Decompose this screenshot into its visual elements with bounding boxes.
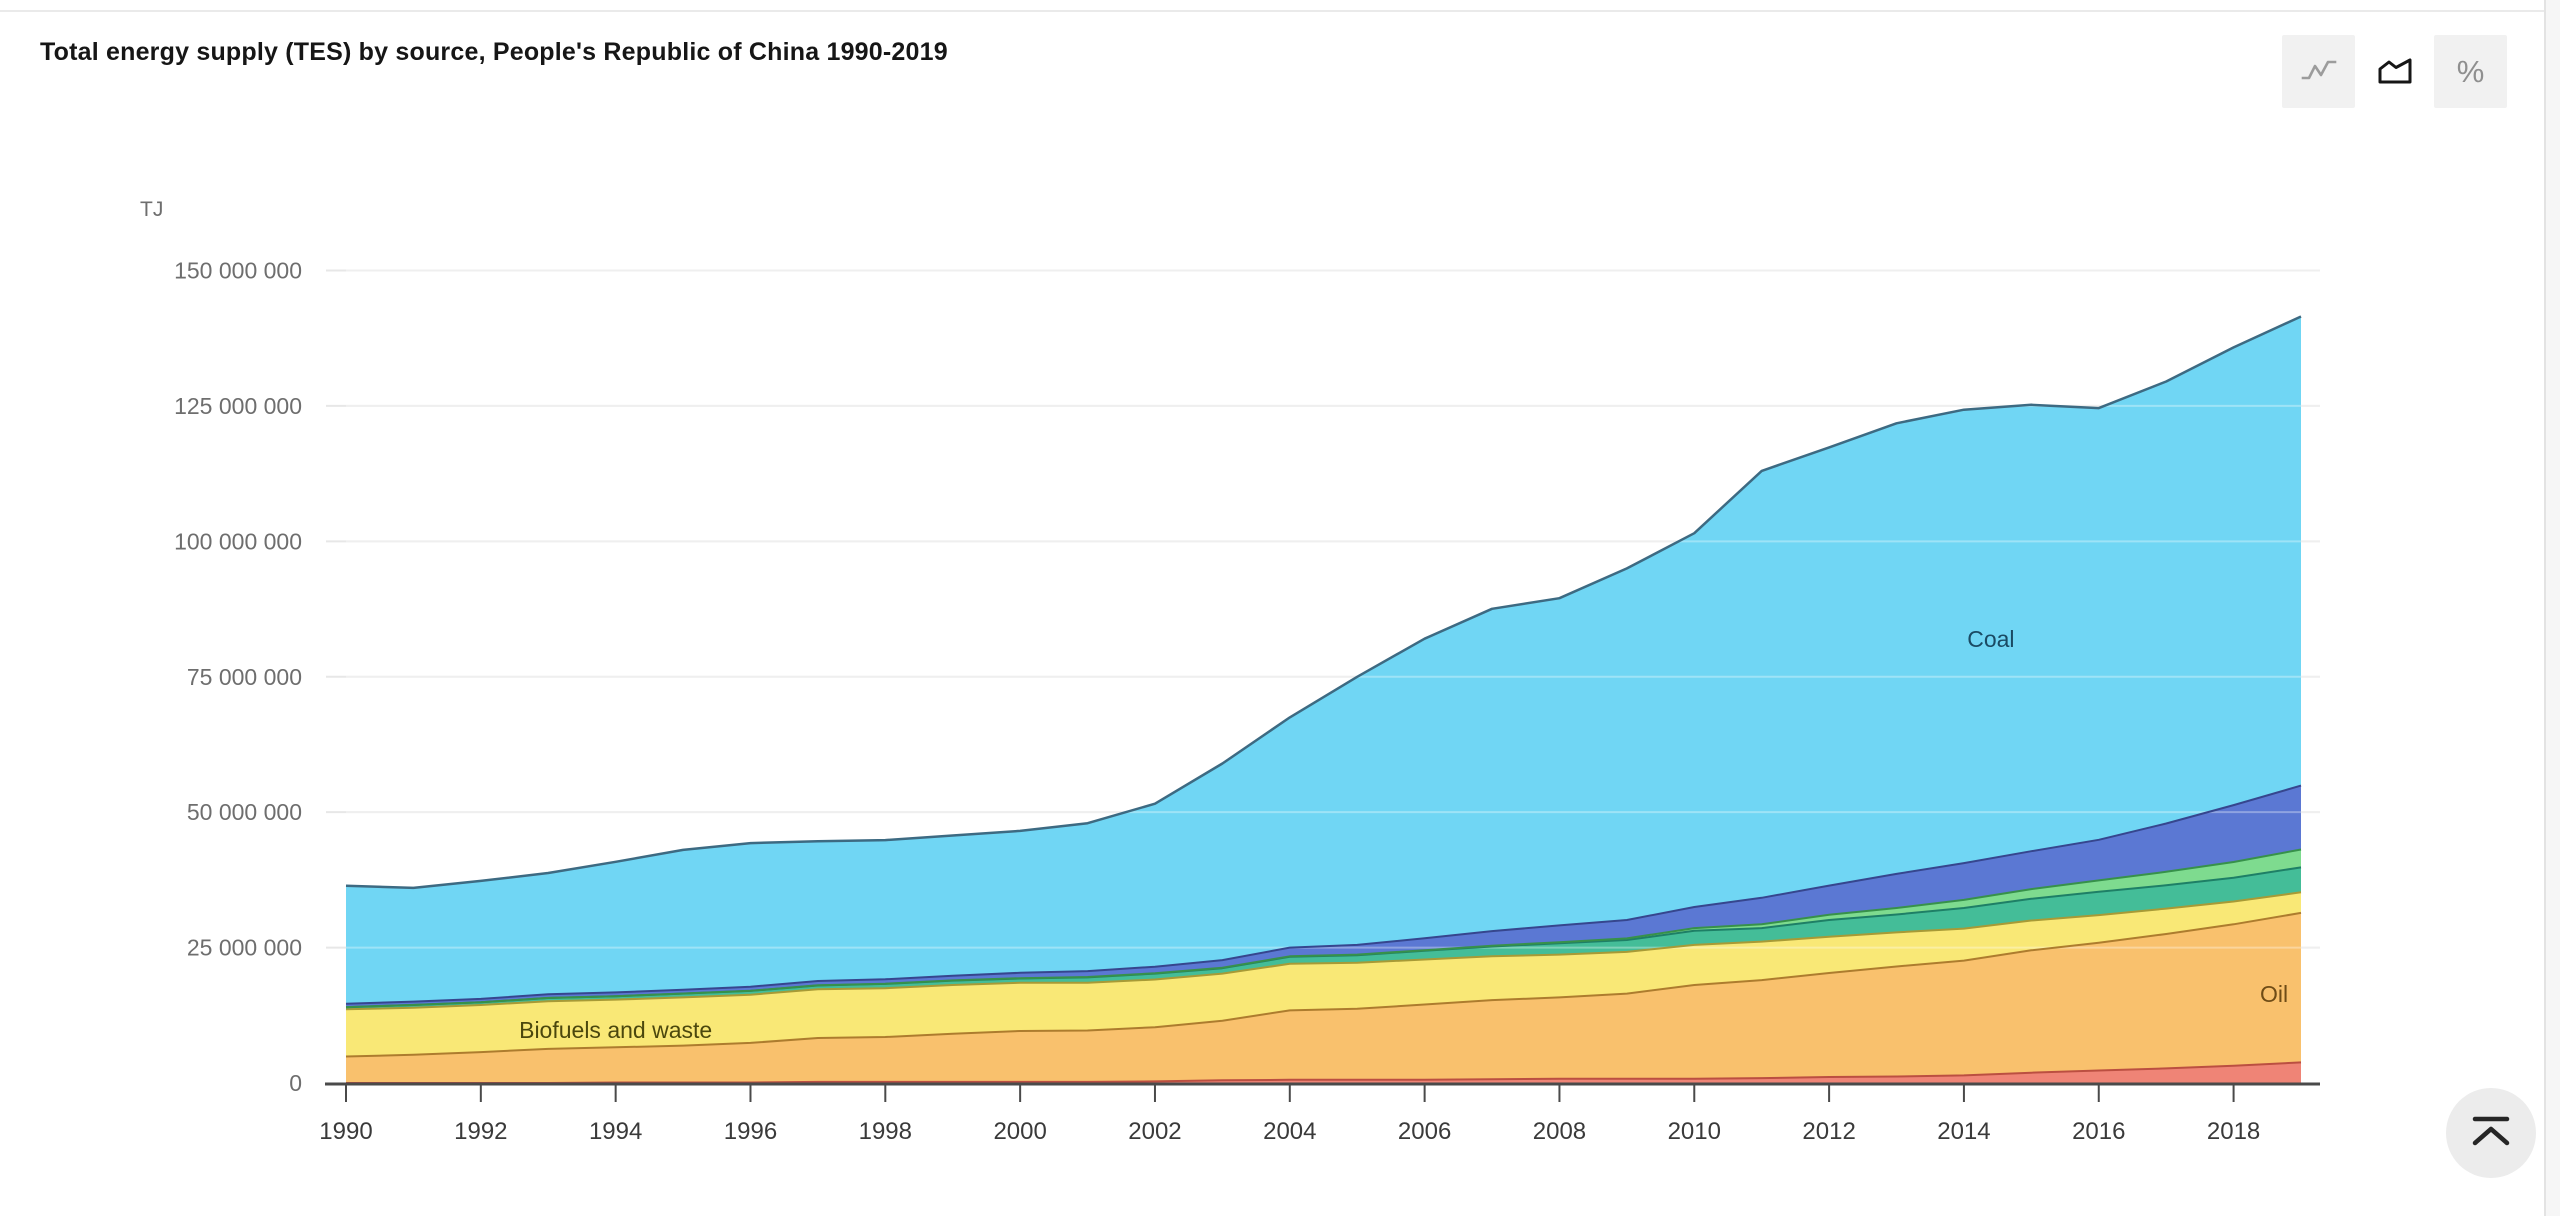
x-tick-label: 2000: [993, 1118, 1046, 1145]
x-tick-label: 2010: [1668, 1118, 1721, 1145]
x-tick-label: 2006: [1398, 1118, 1451, 1145]
area-labels: Coal Oil Biofuels and waste: [519, 626, 2288, 1043]
percent-icon: %: [2456, 53, 2485, 89]
y-tick-label: 75 000 000: [187, 664, 302, 690]
percent-toggle-button[interactable]: %: [2434, 35, 2507, 108]
outline-biofuels-and-waste: [345, 891, 2302, 1011]
series-outlines: [345, 315, 2302, 1084]
outline-oil: [345, 911, 2302, 1058]
area-chart-icon: [2378, 58, 2411, 83]
gridline-overlays: [346, 269, 2320, 949]
x-tick-label: 1996: [724, 1118, 777, 1145]
outline-coal: [345, 315, 2302, 890]
outline-natural-gas: [345, 784, 2302, 1005]
scroll-to-top-button[interactable]: [2446, 1088, 2536, 1178]
area-series: [346, 316, 2301, 1083]
area-biofuels-and-waste[interactable]: [346, 892, 2301, 1057]
x-tick-label: 2002: [1128, 1118, 1181, 1145]
area-oil[interactable]: [346, 912, 2301, 1083]
x-tick-label: 2016: [2072, 1118, 2125, 1145]
x-tick-label: 2004: [1263, 1118, 1316, 1145]
area-coal[interactable]: [346, 316, 2301, 1004]
x-tick-label: 2014: [1937, 1118, 1990, 1145]
area-label-coal: Coal: [1967, 626, 2014, 652]
y-tick-label: 125 000 000: [174, 393, 302, 419]
y-tick-label: 50 000 000: [187, 799, 302, 825]
y-tick-label: 0: [289, 1070, 302, 1096]
x-tick-label: 1994: [589, 1118, 642, 1145]
page-top-border: [0, 10, 2560, 12]
area-natural-gas[interactable]: [346, 785, 2301, 1008]
y-tick-label: 150 000 000: [174, 258, 302, 284]
area-chart-toggle-button[interactable]: [2358, 35, 2431, 108]
area-label-biofuels-and-waste: Biofuels and waste: [519, 1017, 712, 1043]
x-tick-label: 2012: [1802, 1118, 1855, 1145]
line-chart-toggle-button[interactable]: [2282, 35, 2355, 108]
outline-wind-solar-etc: [345, 848, 2302, 1009]
x-tick-label: 1998: [859, 1118, 912, 1145]
collapse-to-top-icon: [2472, 1116, 2510, 1146]
y-tick-label: 25 000 000: [187, 935, 302, 961]
y-axis: 0 25 000 000 50 000 000 75 000 000 100 000 0…: [140, 198, 302, 1096]
x-tick-label: 1990: [319, 1118, 372, 1145]
y-axis-unit-label: TJ: [140, 198, 163, 221]
area-label-oil: Oil: [2260, 981, 2288, 1007]
chart-title: Total energy supply (TES) by source, Peo…: [40, 38, 948, 66]
x-tick-label: 1992: [454, 1118, 507, 1145]
y-tick-label: 100 000 000: [174, 528, 302, 554]
scrollbar-track[interactable]: [2544, 0, 2560, 1216]
chart-type-toggle: %: [2282, 35, 2507, 108]
x-tick-label: 2018: [2207, 1118, 2260, 1145]
x-axis: 1990 1992 1994 1996 1998 2000 2002 2004 2006 2008…: [319, 1082, 2320, 1145]
line-chart-icon: [2301, 60, 2336, 79]
x-tick-label: 2008: [1533, 1118, 1586, 1145]
